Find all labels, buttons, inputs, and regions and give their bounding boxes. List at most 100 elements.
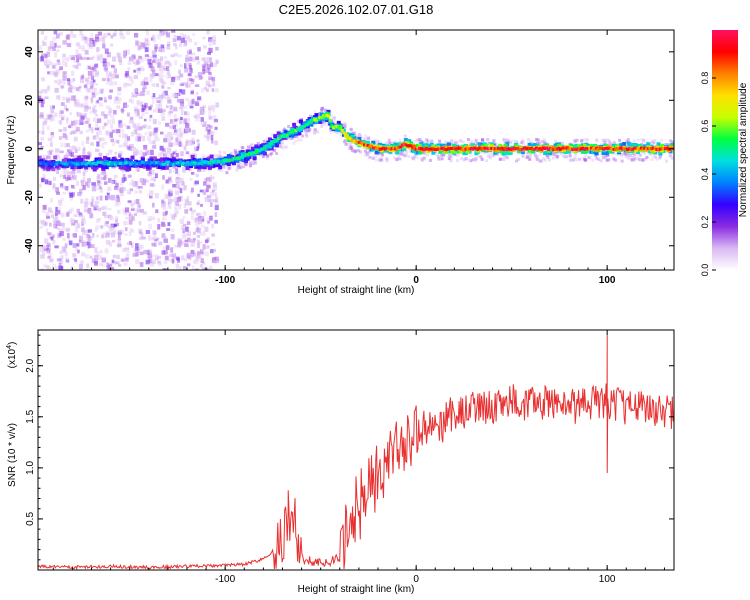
ridge-cell <box>41 161 45 165</box>
ridge-cell <box>481 146 485 150</box>
noise-cell <box>187 100 192 107</box>
ridge-cell <box>230 158 234 162</box>
noise-cell <box>84 254 90 259</box>
noise-cell <box>48 155 52 161</box>
ridge-cell <box>259 144 264 149</box>
noise-cell <box>185 128 190 133</box>
noise-cell <box>136 166 140 172</box>
noise-cell <box>398 157 402 161</box>
noise-cell <box>176 128 181 133</box>
snr-xtick-label: -100 <box>215 574 235 585</box>
noise-cell <box>115 221 118 226</box>
noise-cell <box>168 259 173 262</box>
ridge-cell <box>606 145 611 149</box>
noise-cell <box>449 159 453 163</box>
noise-cell <box>116 128 121 134</box>
noise-cell <box>50 133 55 138</box>
noise-cell <box>147 253 152 258</box>
noise-cell <box>58 265 64 270</box>
noise-cell <box>197 212 202 216</box>
ridge-cell <box>467 145 472 149</box>
noise-cell <box>653 138 657 142</box>
noise-cell <box>209 74 212 79</box>
noise-cell <box>78 235 84 242</box>
noise-cell <box>110 43 114 47</box>
noise-cell <box>120 258 125 262</box>
noise-cell <box>168 180 173 184</box>
noise-cell <box>127 125 131 130</box>
noise-cell <box>91 186 97 192</box>
noise-cell <box>170 54 175 58</box>
noise-cell <box>157 108 163 113</box>
ridge-cell <box>38 161 42 165</box>
noise-cell <box>198 241 202 245</box>
noise-cell <box>54 52 58 58</box>
noise-cell <box>163 250 168 255</box>
noise-cell <box>186 111 190 117</box>
noise-cell <box>126 249 130 254</box>
noise-cell <box>459 156 463 160</box>
ridge-cell <box>325 113 329 117</box>
ridge-cell <box>340 128 344 132</box>
ridge-cell <box>277 137 281 141</box>
noise-cell <box>73 59 77 63</box>
noise-cell <box>162 211 168 217</box>
colorbar: 0.00.20.40.60.8 Normalized spectral ampl… <box>700 30 749 276</box>
ridge-cell <box>495 147 499 151</box>
ridge-cell <box>209 162 214 166</box>
ridge-cell <box>577 148 581 152</box>
noise-cell <box>58 200 63 206</box>
noise-cell <box>114 216 119 221</box>
noise-cell <box>205 88 209 93</box>
noise-cell <box>105 130 109 135</box>
ridge-cell <box>134 162 138 166</box>
noise-cell <box>48 252 52 258</box>
noise-cell <box>575 158 579 162</box>
noise-cell <box>70 78 74 84</box>
noise-cell <box>273 148 277 152</box>
noise-cell <box>124 207 130 213</box>
noise-cell <box>55 153 60 158</box>
noise-cell <box>133 249 137 255</box>
noise-cell <box>182 215 186 219</box>
ridge-cell <box>607 146 611 150</box>
noise-cell <box>71 86 76 90</box>
noise-cell <box>62 191 66 195</box>
ridge-cell <box>382 146 386 150</box>
noise-cell <box>72 243 77 248</box>
noise-cell <box>58 79 63 84</box>
noise-cell <box>130 203 134 210</box>
noise-cell <box>115 182 119 188</box>
ridge-cell <box>91 161 95 165</box>
ridge-cell <box>202 165 207 170</box>
noise-cell <box>197 199 201 206</box>
ridge-cell <box>354 139 358 143</box>
noise-cell <box>142 178 147 182</box>
noise-cell <box>578 157 582 161</box>
ridge-cell <box>536 148 540 152</box>
noise-cell <box>75 180 79 186</box>
noise-cell <box>568 158 572 162</box>
noise-cell <box>204 177 208 183</box>
noise-cell <box>62 75 67 81</box>
noise-cell <box>145 179 150 183</box>
noise-cell <box>343 122 347 126</box>
snr-ylabel: SNR (10 * v/v) <box>7 423 18 487</box>
noise-cell <box>85 37 88 43</box>
noise-cell <box>69 197 73 201</box>
ridge-cell <box>250 146 255 151</box>
ridge-cell <box>123 159 128 163</box>
noise-cell <box>54 87 59 93</box>
noise-cell <box>128 191 132 195</box>
noise-cell <box>167 111 172 117</box>
noise-cell <box>235 161 239 165</box>
noise-cell <box>106 194 109 200</box>
noise-cell <box>184 63 187 69</box>
ridge-cell <box>653 147 657 151</box>
noise-cell <box>107 225 112 229</box>
noise-cell <box>626 153 630 157</box>
noise-cell <box>103 96 107 100</box>
noise-cell <box>309 114 313 118</box>
noise-cell <box>161 65 166 69</box>
noise-cell <box>156 83 160 88</box>
